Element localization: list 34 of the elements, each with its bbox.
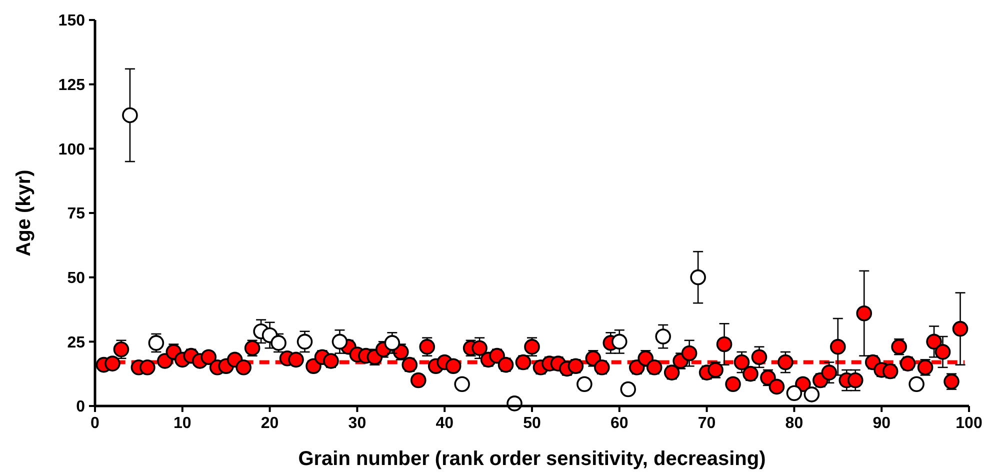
x-tick-label: 30 [348, 415, 366, 432]
point [296, 334, 313, 350]
x-tick-label: 90 [872, 415, 891, 432]
x-tick-label: 10 [174, 415, 192, 432]
y-tick-label: 125 [58, 76, 86, 94]
point [655, 328, 671, 344]
y-tick-label: 100 [58, 141, 86, 158]
point [384, 335, 400, 351]
x-tick-label: 80 [785, 415, 804, 432]
y-axis-title: Age (kyr) [13, 170, 35, 256]
x-axis-title: Grain number (rank order sensitivity, decreasing) [298, 448, 766, 470]
point [804, 386, 820, 402]
point [148, 335, 164, 351]
x-tick-label: 50 [523, 415, 541, 432]
point [454, 376, 470, 392]
point [576, 376, 592, 392]
x-tick-label: 100 [956, 415, 982, 432]
point [620, 381, 636, 398]
x-tick-label: 60 [610, 415, 628, 432]
x-tick-label: 20 [260, 415, 279, 432]
y-tick-label: 75 [67, 206, 86, 223]
point [332, 334, 348, 350]
y-tick-label: 0 [76, 398, 86, 416]
y-tick-label: 150 [58, 12, 86, 30]
x-tick-label: 40 [436, 415, 454, 432]
point [908, 376, 924, 392]
y-tick-label: 50 [67, 270, 86, 287]
y-tick-label: 25 [67, 334, 86, 352]
point [690, 269, 706, 286]
x-tick-label: 70 [698, 415, 716, 432]
point [786, 385, 802, 402]
point [612, 334, 628, 350]
point [122, 107, 138, 124]
x-tick-label: 0 [90, 415, 100, 432]
